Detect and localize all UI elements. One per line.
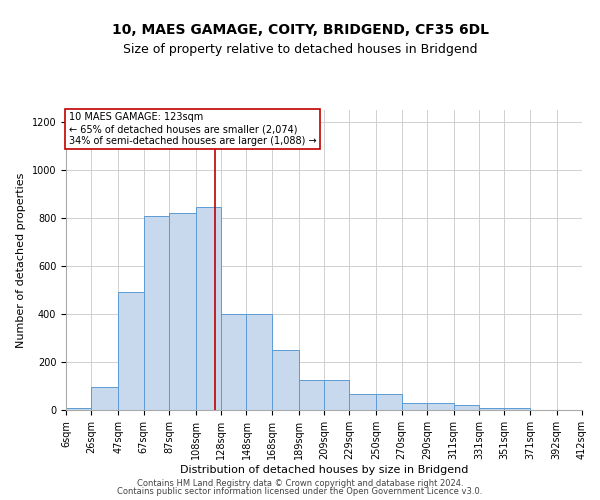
Y-axis label: Number of detached properties: Number of detached properties bbox=[16, 172, 26, 348]
Bar bbox=[427, 403, 454, 410]
Text: Contains public sector information licensed under the Open Government Licence v3: Contains public sector information licen… bbox=[118, 487, 482, 496]
Bar bbox=[454, 405, 479, 410]
Text: 10, MAES GAMAGE, COITY, BRIDGEND, CF35 6DL: 10, MAES GAMAGE, COITY, BRIDGEND, CF35 6… bbox=[112, 22, 488, 36]
Bar bbox=[349, 394, 376, 410]
Bar bbox=[272, 350, 299, 410]
Bar bbox=[376, 394, 401, 410]
Bar bbox=[324, 380, 349, 410]
Bar bbox=[505, 408, 530, 410]
Bar bbox=[479, 408, 505, 410]
Bar bbox=[169, 213, 196, 410]
Bar bbox=[91, 387, 118, 410]
Bar bbox=[66, 408, 91, 410]
Text: 10 MAES GAMAGE: 123sqm
← 65% of detached houses are smaller (2,074)
34% of semi-: 10 MAES GAMAGE: 123sqm ← 65% of detached… bbox=[68, 112, 316, 146]
Bar bbox=[143, 216, 169, 410]
Text: Size of property relative to detached houses in Bridgend: Size of property relative to detached ho… bbox=[123, 42, 477, 56]
Bar bbox=[401, 403, 427, 410]
Text: Contains HM Land Registry data © Crown copyright and database right 2024.: Contains HM Land Registry data © Crown c… bbox=[137, 478, 463, 488]
X-axis label: Distribution of detached houses by size in Bridgend: Distribution of detached houses by size … bbox=[180, 464, 468, 474]
Bar bbox=[221, 314, 247, 410]
Bar bbox=[247, 314, 272, 410]
Bar bbox=[196, 207, 221, 410]
Bar bbox=[299, 380, 324, 410]
Bar bbox=[118, 292, 143, 410]
